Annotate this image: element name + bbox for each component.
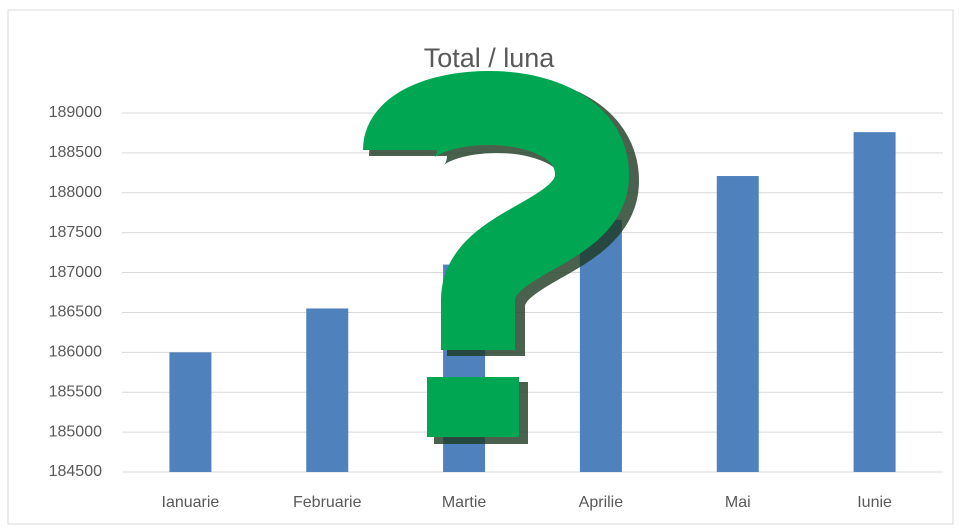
x-tick-label: Februarie bbox=[293, 494, 362, 511]
y-tick-label: 189000 bbox=[49, 104, 102, 121]
x-tick-label: Martie bbox=[442, 494, 487, 511]
y-tick-label: 187500 bbox=[49, 224, 102, 241]
x-tick-label: Iunie bbox=[857, 494, 892, 511]
question-mark bbox=[363, 71, 629, 350]
x-tick-label: Ianuarie bbox=[162, 494, 220, 511]
bar bbox=[306, 308, 349, 472]
x-tick-label: Aprilie bbox=[579, 494, 624, 511]
y-tick-label: 186000 bbox=[49, 344, 102, 361]
question-mark-dot bbox=[427, 377, 519, 437]
y-tick-label: 187000 bbox=[49, 264, 102, 281]
y-tick-label: 186500 bbox=[49, 304, 102, 321]
y-tick-label: 185000 bbox=[49, 423, 102, 440]
bar bbox=[169, 352, 212, 472]
bar bbox=[853, 132, 896, 472]
y-tick-label: 188500 bbox=[49, 144, 102, 161]
chart-title: Total / luna bbox=[424, 43, 556, 73]
y-tick-label: 185500 bbox=[49, 383, 102, 400]
y-tick-label: 188000 bbox=[49, 184, 102, 201]
y-tick-label: 184500 bbox=[49, 463, 102, 480]
bar bbox=[716, 176, 759, 472]
x-tick-label: Mai bbox=[725, 494, 751, 511]
question-mark-overlay bbox=[363, 71, 639, 444]
